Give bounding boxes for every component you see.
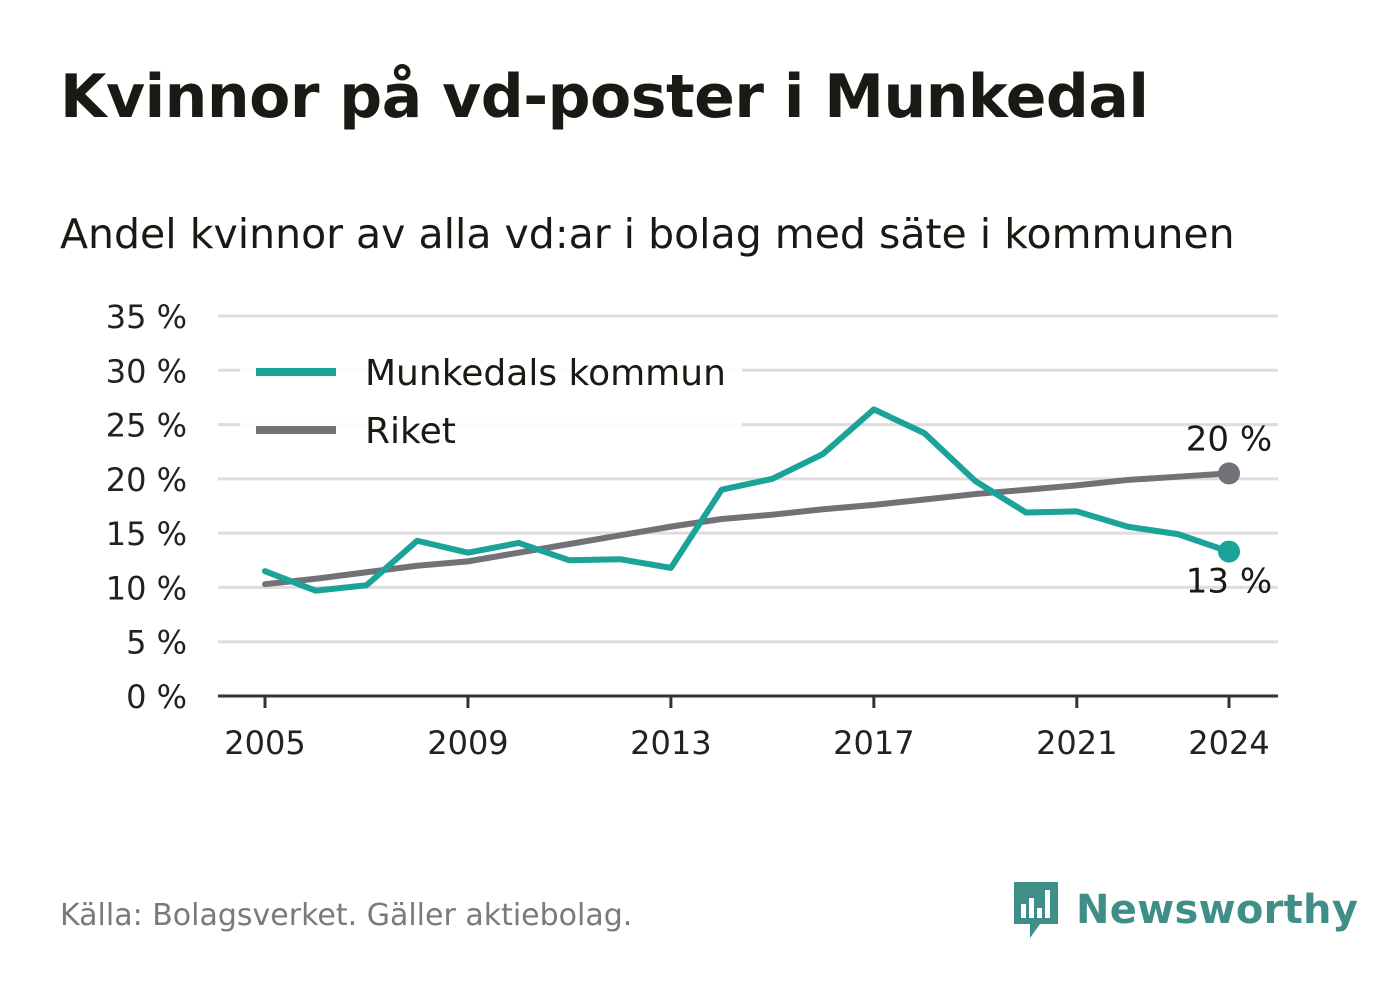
series-line	[262, 470, 1232, 588]
x-tick-label: 2024	[1188, 724, 1269, 762]
newsworthy-logo: Newsworthy	[1010, 878, 1358, 942]
chart-title: Kvinnor på vd-poster i Munkedal	[60, 62, 1149, 132]
legend-label: Munkedals kommun	[365, 353, 726, 394]
y-tick-label: 5 %	[126, 624, 187, 662]
legend-label: Riket	[365, 411, 456, 452]
x-tick-label: 2009	[427, 724, 508, 762]
x-tick-label: 2021	[1036, 724, 1117, 762]
x-tick-label: 2005	[224, 724, 305, 762]
x-tick-label: 2013	[630, 724, 711, 762]
y-tick-label: 20 %	[106, 461, 187, 499]
legend-background	[240, 340, 742, 456]
chart-subtitle: Andel kvinnor av alla vd:ar i bolag med …	[60, 210, 1235, 258]
series-end-label: 20 %	[1186, 419, 1272, 459]
series-end-label: 13 %	[1186, 562, 1272, 602]
newsworthy-bar-chart-icon	[1014, 882, 1058, 938]
y-tick-label: 0 %	[126, 678, 187, 716]
series-end-point	[1218, 540, 1240, 563]
source-note: Källa: Bolagsverket. Gäller aktiebolag.	[60, 898, 633, 933]
y-tick-label: 35 %	[106, 298, 187, 336]
y-tick-label: 15 %	[106, 515, 187, 553]
y-tick-label: 10 %	[106, 569, 187, 607]
series-line	[262, 406, 1232, 594]
x-tick-label: 2017	[833, 724, 914, 762]
series-end-point	[1218, 462, 1240, 485]
brand-name: Newsworthy	[1076, 887, 1359, 933]
y-tick-label: 30 %	[106, 352, 187, 390]
y-tick-label: 25 %	[106, 407, 187, 445]
